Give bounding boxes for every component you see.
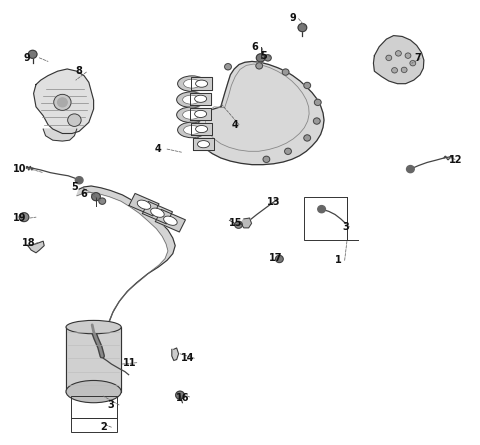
Polygon shape [172,348,179,360]
Circle shape [396,51,401,56]
Text: 13: 13 [267,198,280,207]
Polygon shape [156,210,185,232]
Text: 3: 3 [107,400,114,410]
Ellipse shape [182,110,200,119]
Polygon shape [241,218,252,228]
Ellipse shape [183,79,201,88]
Polygon shape [28,241,44,253]
Text: 7: 7 [414,53,421,63]
Text: 14: 14 [180,353,194,363]
Polygon shape [192,138,214,150]
Bar [71,418,117,432]
Circle shape [99,198,106,204]
Circle shape [19,213,29,222]
Text: 1: 1 [335,255,342,265]
Circle shape [410,61,416,66]
Ellipse shape [177,92,205,108]
Text: 9: 9 [289,13,296,23]
Text: 15: 15 [228,218,242,227]
Circle shape [256,63,263,69]
Text: 2: 2 [100,422,107,432]
Polygon shape [66,327,121,392]
Text: 4: 4 [232,120,239,129]
Ellipse shape [177,107,205,122]
Polygon shape [190,93,211,105]
Circle shape [68,114,81,126]
Polygon shape [34,69,94,134]
Ellipse shape [164,216,177,225]
Polygon shape [129,194,159,216]
Circle shape [58,98,67,107]
Circle shape [285,148,291,154]
Circle shape [75,177,83,184]
Ellipse shape [151,208,164,217]
Ellipse shape [196,125,208,133]
Ellipse shape [195,110,206,117]
Text: 6: 6 [251,42,258,52]
Circle shape [28,50,37,58]
Text: 16: 16 [176,393,189,403]
Text: 3: 3 [342,222,349,232]
Text: 11: 11 [123,358,136,368]
Text: 4: 4 [155,144,162,154]
Text: 5: 5 [71,182,78,192]
Circle shape [392,68,397,73]
Ellipse shape [182,95,200,104]
Circle shape [235,221,242,228]
Circle shape [386,55,392,61]
Text: 10: 10 [12,164,26,174]
Polygon shape [43,129,77,141]
Circle shape [318,206,325,213]
Circle shape [314,99,321,105]
Ellipse shape [178,122,206,138]
Text: 17: 17 [269,253,283,263]
Ellipse shape [178,76,206,91]
Polygon shape [373,36,424,84]
Ellipse shape [195,95,206,102]
Circle shape [176,391,184,399]
Circle shape [92,193,100,201]
Text: 5: 5 [261,51,267,61]
Polygon shape [191,77,212,90]
Text: 12: 12 [449,155,463,165]
Circle shape [54,94,71,110]
Polygon shape [190,108,211,120]
Bar [304,197,347,240]
Circle shape [407,166,414,173]
Circle shape [256,54,265,62]
Circle shape [405,53,411,58]
Polygon shape [191,123,212,135]
Ellipse shape [198,141,209,148]
Ellipse shape [183,125,201,134]
Circle shape [304,82,311,89]
Text: 8: 8 [76,66,83,76]
Text: 6: 6 [81,189,87,198]
Ellipse shape [66,320,121,334]
Circle shape [225,64,231,70]
Text: 19: 19 [12,213,26,223]
Circle shape [298,24,307,32]
Circle shape [264,55,271,61]
Circle shape [313,118,320,124]
Polygon shape [143,202,172,224]
Text: 9: 9 [23,53,30,63]
Text: 18: 18 [22,238,36,247]
Circle shape [304,135,311,141]
Ellipse shape [66,380,121,403]
Bar [71,396,117,418]
Ellipse shape [196,80,208,87]
Circle shape [263,156,270,162]
Circle shape [282,69,289,75]
Circle shape [401,67,407,73]
Polygon shape [77,186,175,356]
Polygon shape [197,61,324,165]
Ellipse shape [137,200,151,209]
Circle shape [276,255,283,263]
